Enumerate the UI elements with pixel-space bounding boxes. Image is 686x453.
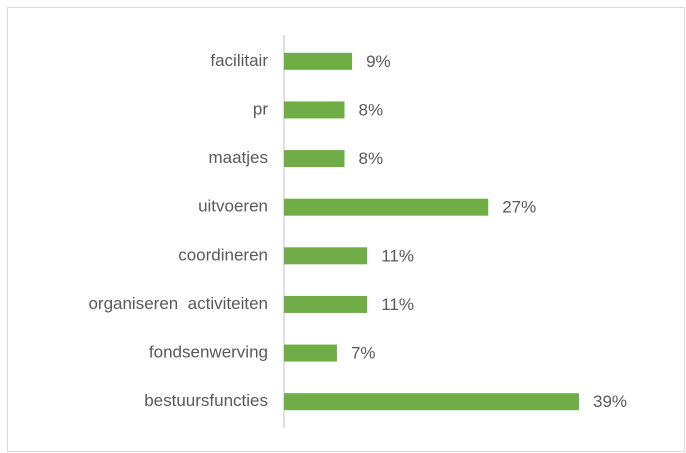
value-label: 8% [359,100,384,119]
y-tick-label: maatjes [208,148,268,167]
y-tick-label: pr [253,99,268,118]
y-tick-label: organiseren activiteiten [88,294,268,313]
value-label: 8% [359,149,384,168]
bar [284,344,337,362]
value-label: 11% [381,246,414,265]
bar [284,295,368,313]
bar [284,101,345,119]
y-tick-label: fondsenwerving [149,343,268,362]
value-label: 9% [366,52,391,71]
bar [284,393,579,411]
chart-border [7,7,685,452]
bar [284,247,368,265]
value-label: 11% [381,295,414,314]
y-tick-label: bestuursfuncties [144,391,268,410]
y-tick-label: facilitair [210,51,268,70]
value-label: 39% [593,392,627,411]
bar [284,198,489,216]
bar [284,150,345,168]
y-tick-label: uitvoeren [198,197,268,216]
y-tick-label: coordineren [178,245,268,264]
bar [284,52,353,70]
value-label: 7% [351,344,376,363]
value-label: 27% [502,198,536,217]
